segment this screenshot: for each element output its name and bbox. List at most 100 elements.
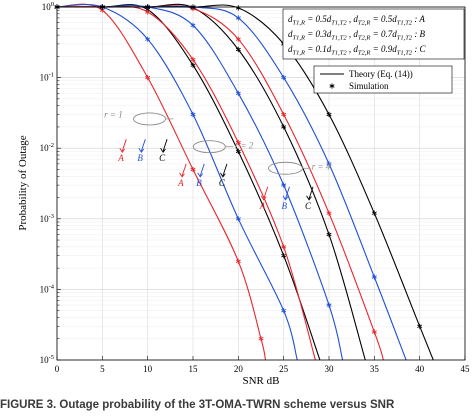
legend-subscript: T1,T2 bbox=[397, 20, 413, 27]
legend: dT1,R = 0.5dT1,T2 , dT2,R = 0.5dT1,T2 : … bbox=[282, 8, 465, 94]
y-tick-base: 10 bbox=[40, 143, 50, 153]
simulation-marker bbox=[371, 329, 377, 335]
legend-subscript: T1,T2 bbox=[397, 35, 413, 42]
simulation-marker bbox=[326, 231, 332, 238]
case-letter: A bbox=[117, 153, 124, 163]
legend-subscript: T1,R bbox=[293, 50, 305, 57]
legend-text-part: = 0.3d bbox=[305, 29, 332, 39]
simulation-marker bbox=[326, 210, 332, 216]
legend-text-part: : A bbox=[412, 14, 425, 24]
simulation-marker bbox=[235, 46, 241, 53]
y-tick-base: 10 bbox=[40, 73, 50, 83]
simulation-marker bbox=[235, 216, 241, 222]
case-arrowhead bbox=[138, 147, 145, 153]
case-arrow bbox=[199, 163, 205, 177]
annotation-layer: r = 1 A B Cr = 2 A B Cr = 4 A B C bbox=[104, 110, 331, 211]
case-letter: A bbox=[177, 178, 184, 188]
case-arrow bbox=[222, 163, 228, 177]
simulation-marker bbox=[235, 15, 241, 21]
simulation-marker bbox=[235, 5, 241, 11]
legend-text-part: , d bbox=[347, 44, 359, 54]
simulation-marker bbox=[235, 36, 241, 42]
legend-text-part: = 0.7d bbox=[370, 29, 397, 39]
y-tick-label: 10-4 bbox=[40, 283, 55, 294]
plot-frame bbox=[56, 6, 466, 361]
y-tick-exponent: -5 bbox=[49, 354, 54, 361]
simulation-marker bbox=[281, 124, 287, 130]
legend-style-box bbox=[313, 65, 453, 94]
legend-text-part: = 0.5d bbox=[305, 14, 332, 24]
simulation-marker bbox=[281, 244, 287, 250]
legend-text-part: = 0.9d bbox=[370, 44, 397, 54]
case-arrowhead bbox=[220, 172, 226, 178]
simulation-marker bbox=[190, 111, 196, 118]
x-tick-label: 0 bbox=[55, 364, 60, 374]
simulation-marker bbox=[145, 75, 151, 81]
r-group-label: r = 4 bbox=[312, 162, 331, 172]
legend-subscript: T1,T2 bbox=[331, 35, 347, 42]
case-arrowhead bbox=[119, 147, 126, 153]
case-arrow bbox=[181, 163, 187, 177]
y-tick-exponent: -3 bbox=[49, 213, 54, 220]
r-group-label: r = 2 bbox=[235, 140, 254, 150]
legend-text-part: , d bbox=[347, 29, 359, 39]
case-letter: B bbox=[281, 201, 287, 211]
x-tick-label: 45 bbox=[461, 364, 471, 374]
case-letter: A bbox=[259, 201, 266, 211]
simulation-marker bbox=[371, 274, 377, 280]
case-letter: C bbox=[219, 178, 226, 188]
simulation-marker bbox=[235, 140, 241, 146]
simulation-marker bbox=[190, 22, 196, 28]
y-tick-label: 10-3 bbox=[40, 213, 54, 224]
legend-subscript: T2,R bbox=[358, 35, 370, 42]
simulation-marker bbox=[281, 182, 287, 188]
legend-text-part: = 0.5d bbox=[370, 14, 397, 24]
legend-cases-box bbox=[282, 8, 465, 60]
x-tick-label: 40 bbox=[415, 364, 425, 374]
simulation-marker bbox=[281, 253, 287, 259]
case-arrow bbox=[308, 186, 314, 199]
simulation-marker bbox=[145, 36, 151, 42]
case-arrowhead bbox=[160, 147, 166, 153]
legend-text-part: = 0.1d bbox=[305, 44, 332, 54]
legend-text-part: , d bbox=[347, 14, 359, 24]
simulation-marker bbox=[190, 57, 196, 63]
case-arrow bbox=[140, 139, 146, 152]
simulation-marker bbox=[190, 62, 196, 68]
legend-case-entry: dT1,R = 0.3dT1,T2 , dT2,R = 0.7dT1,T2 : … bbox=[288, 29, 426, 42]
legend-simulation-marker bbox=[329, 83, 335, 89]
case-arrow bbox=[263, 186, 269, 199]
case-arrowhead bbox=[260, 195, 267, 201]
case-arrow bbox=[121, 139, 127, 152]
x-tick-label: 10 bbox=[143, 364, 153, 374]
legend-subscript: T2,R bbox=[358, 20, 370, 27]
y-tick-label: 10-5 bbox=[40, 354, 54, 365]
simulation-marker bbox=[371, 210, 377, 216]
y-tick-base: 10 bbox=[40, 284, 50, 294]
simulation-marker bbox=[99, 7, 105, 13]
simulation-marker bbox=[235, 258, 241, 264]
case-letter: B bbox=[196, 178, 202, 188]
y-tick-exponent: 0 bbox=[51, 1, 54, 8]
legend-subscript: T1,T2 bbox=[331, 20, 347, 27]
legend-text-part: d bbox=[288, 44, 293, 54]
legend-subscript: T2,R bbox=[358, 50, 370, 57]
case-arrowhead bbox=[282, 195, 289, 201]
legend-subscript: T1,R bbox=[293, 35, 305, 42]
x-tick-label: 15 bbox=[189, 364, 199, 374]
simulation-marker bbox=[281, 308, 287, 314]
case-arrow bbox=[162, 139, 168, 152]
legend-text-part: d bbox=[288, 14, 293, 24]
simulation-marker bbox=[258, 336, 264, 342]
y-tick-exponent: -1 bbox=[49, 72, 54, 79]
case-letter: C bbox=[159, 153, 166, 163]
simulation-marker bbox=[326, 161, 332, 167]
y-tick-base: 10 bbox=[40, 214, 50, 224]
legend-text-part: d bbox=[288, 29, 293, 39]
legend-theory-label: Theory (Eq. (14)) bbox=[349, 69, 413, 79]
case-letter: B bbox=[137, 153, 143, 163]
y-tick-exponent: -2 bbox=[49, 142, 54, 149]
y-tick-exponent: -4 bbox=[49, 283, 55, 290]
case-arrow bbox=[285, 186, 290, 199]
